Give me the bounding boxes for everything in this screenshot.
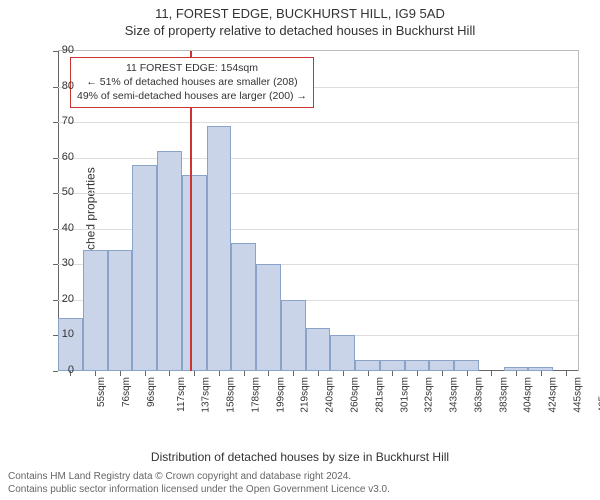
- histogram-bar: [330, 335, 355, 371]
- x-tick-label: 240sqm: [325, 377, 336, 413]
- y-tick-label: 90: [46, 44, 74, 56]
- x-tick-mark: [417, 371, 418, 376]
- footer-line-1: Contains HM Land Registry data © Crown c…: [8, 470, 390, 483]
- x-tick-mark: [145, 371, 146, 376]
- x-tick-label: 219sqm: [300, 377, 311, 413]
- y-tick-label: 70: [46, 115, 74, 127]
- x-tick-label: 76sqm: [121, 377, 132, 407]
- chart-subtitle: Size of property relative to detached ho…: [0, 23, 600, 40]
- x-tick-label: 55sqm: [96, 377, 107, 407]
- x-tick-mark: [392, 371, 393, 376]
- x-axis-caption: Distribution of detached houses by size …: [0, 450, 600, 464]
- footer: Contains HM Land Registry data © Crown c…: [8, 470, 390, 496]
- x-tick-mark: [268, 371, 269, 376]
- histogram-bar: [454, 360, 479, 371]
- x-tick-mark: [219, 371, 220, 376]
- histogram-bar: [108, 250, 133, 371]
- x-tick-label: 178sqm: [251, 377, 262, 413]
- x-tick-label: 96sqm: [146, 377, 157, 407]
- x-tick-label: 281sqm: [374, 377, 385, 413]
- callout-line: 49% of semi-detached houses are larger (…: [77, 89, 307, 103]
- histogram-bar: [306, 328, 331, 371]
- y-tick-label: 40: [46, 222, 74, 234]
- x-tick-label: 404sqm: [523, 377, 534, 413]
- histogram-bar: [256, 264, 281, 371]
- histogram-bar: [231, 243, 256, 371]
- x-tick-label: 260sqm: [350, 377, 361, 413]
- callout-line: 11 FOREST EDGE: 154sqm: [77, 61, 307, 75]
- x-tick-mark: [491, 371, 492, 376]
- histogram-bar: [405, 360, 430, 371]
- y-tick-label: 0: [46, 364, 74, 376]
- x-tick-mark: [293, 371, 294, 376]
- x-tick-label: 301sqm: [399, 377, 410, 413]
- x-tick-label: 363sqm: [473, 377, 484, 413]
- x-tick-label: 343sqm: [449, 377, 460, 413]
- x-tick-mark: [368, 371, 369, 376]
- callout-line: ← 51% of detached houses are smaller (20…: [77, 75, 307, 89]
- y-tick-label: 10: [46, 328, 74, 340]
- x-tick-label: 322sqm: [424, 377, 435, 413]
- x-tick-label: 383sqm: [498, 377, 509, 413]
- x-tick-mark: [541, 371, 542, 376]
- y-tick-label: 20: [46, 293, 74, 305]
- x-tick-mark: [169, 371, 170, 376]
- chart-title: 11, FOREST EDGE, BUCKHURST HILL, IG9 5AD: [0, 0, 600, 23]
- histogram-bar: [355, 360, 380, 371]
- x-tick-mark: [318, 371, 319, 376]
- y-tick-label: 80: [46, 80, 74, 92]
- x-tick-mark: [244, 371, 245, 376]
- y-tick-label: 60: [46, 151, 74, 163]
- histogram-bar: [83, 250, 108, 371]
- x-tick-label: 117sqm: [176, 377, 187, 412]
- chart-container: 11, FOREST EDGE, BUCKHURST HILL, IG9 5AD…: [0, 0, 600, 500]
- plot-area: 55sqm76sqm96sqm117sqm137sqm158sqm178sqm1…: [58, 50, 579, 371]
- histogram-bar: [380, 360, 405, 371]
- x-tick-mark: [516, 371, 517, 376]
- x-tick-mark: [95, 371, 96, 376]
- histogram-bar: [182, 175, 207, 371]
- x-tick-label: 137sqm: [201, 377, 212, 413]
- y-tick-label: 50: [46, 186, 74, 198]
- x-tick-label: 445sqm: [572, 377, 583, 413]
- histogram-bar: [157, 151, 182, 371]
- x-tick-mark: [442, 371, 443, 376]
- y-tick-label: 30: [46, 257, 74, 269]
- histogram-bar: [281, 300, 306, 371]
- x-tick-mark: [566, 371, 567, 376]
- plot-outer: 55sqm 76sqm 96sqm 117sqm 137sqm 158sqm 178sqm 1…: [58, 50, 578, 420]
- x-tick-label: 199sqm: [275, 377, 286, 413]
- x-tick-mark: [194, 371, 195, 376]
- histogram-bar: [207, 126, 232, 371]
- footer-line-2: Contains public sector information licen…: [8, 483, 390, 496]
- x-tick-label: 424sqm: [548, 377, 559, 413]
- x-tick-mark: [343, 371, 344, 376]
- callout-box: 11 FOREST EDGE: 154sqm← 51% of detached …: [70, 57, 314, 108]
- x-tick-label: 158sqm: [226, 377, 237, 413]
- x-tick-mark: [467, 371, 468, 376]
- histogram-bar: [429, 360, 454, 371]
- grid-line: [58, 158, 578, 159]
- histogram-bar: [132, 165, 157, 371]
- x-tick-mark: [120, 371, 121, 376]
- histogram-bar: [58, 318, 83, 371]
- grid-line: [58, 122, 578, 123]
